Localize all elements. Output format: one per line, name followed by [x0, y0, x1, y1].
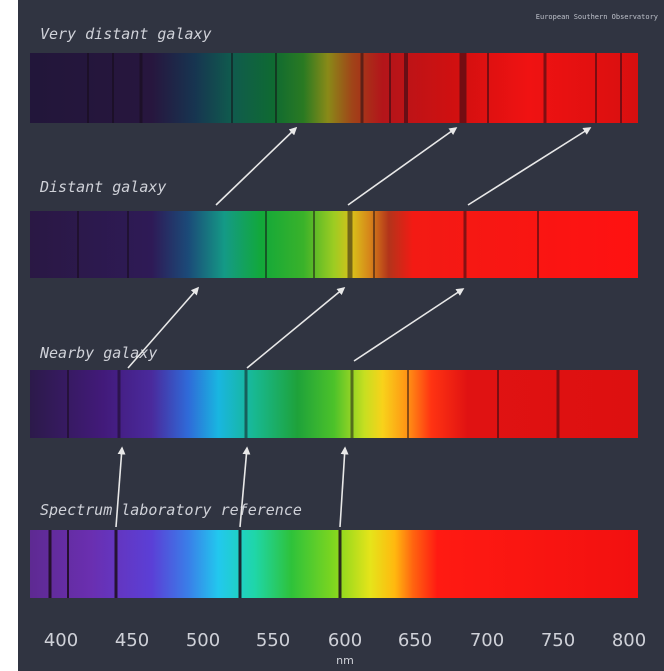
axis-tick-800: 800	[612, 630, 646, 651]
reference-absorption-lines	[48, 530, 342, 598]
axis-tick-600: 600	[328, 630, 362, 651]
arrow-distant-to-very-3	[467, 127, 592, 206]
axis-tick-700: 700	[470, 630, 504, 651]
arrow-nearby-to-distant-2	[246, 286, 346, 369]
very-distant-galaxy-absorption-lines	[87, 53, 622, 123]
nearby-galaxy-absorption-lines	[67, 370, 560, 438]
arrow-nearby-to-distant-1	[127, 286, 200, 369]
distant-galaxy-spectrum	[30, 211, 638, 278]
axis-tick-550: 550	[256, 630, 290, 651]
nearby-galaxy-spectrum	[30, 370, 638, 438]
axis-unit: nm	[336, 654, 354, 667]
arrow-ref-to-nearby-3	[339, 446, 349, 528]
arrow-distant-to-very-2	[347, 127, 458, 206]
very-distant-galaxy-band	[30, 53, 638, 123]
diagram-canvas: European Southern Observatory Very dista…	[30, 13, 658, 667]
axis-tick-450: 450	[115, 630, 149, 651]
axis-tick-400: 400	[44, 630, 78, 651]
redshift-diagram: European Southern Observatory Very dista…	[18, 0, 664, 671]
reference-band	[30, 530, 638, 598]
distant-galaxy-band	[30, 211, 638, 278]
distant-galaxy-absorption-lines	[77, 211, 539, 278]
arrow-ref-to-nearby-2	[239, 446, 251, 528]
axis-tick-750: 750	[541, 630, 575, 651]
arrow-ref-to-nearby-1	[115, 446, 126, 528]
axis-tick-650: 650	[398, 630, 432, 651]
axis-tick-500: 500	[186, 630, 220, 651]
reference-spectrum-label: Spectrum laboratory reference	[40, 501, 302, 519]
nearby-galaxy-band	[30, 370, 638, 438]
credit-text: European Southern Observatory	[536, 13, 658, 21]
very-distant-galaxy-spectrum	[30, 53, 638, 123]
arrow-nearby-to-distant-3	[353, 288, 465, 362]
distant-galaxy-label: Distant galaxy	[39, 178, 166, 196]
redshift-arrows	[115, 126, 592, 528]
nearby-galaxy-label: Nearby galaxy	[39, 344, 157, 362]
reference-spectrum	[30, 530, 638, 598]
arrow-distant-to-very-1	[215, 126, 298, 206]
wavelength-axis: 400 450 500 550 600 650 700 750 800 nm	[44, 630, 646, 667]
very-distant-galaxy-label: Very distant galaxy	[40, 25, 212, 43]
